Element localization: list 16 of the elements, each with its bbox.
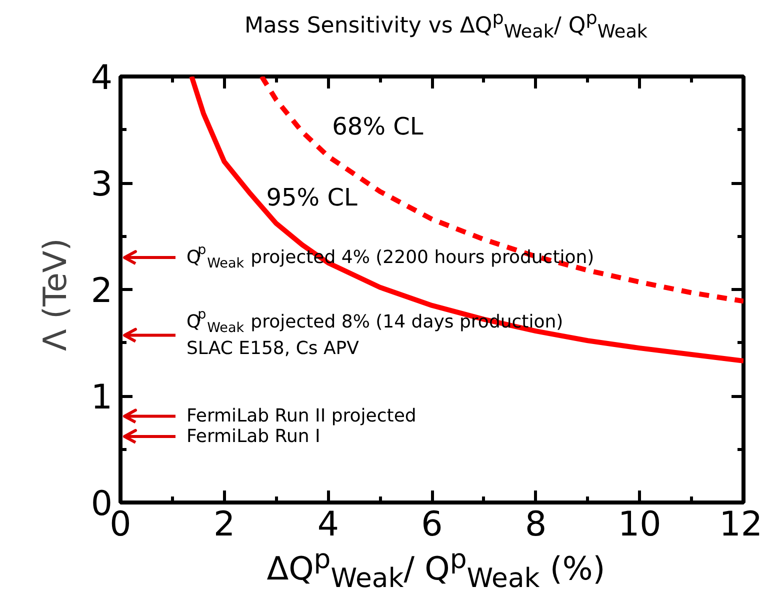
y-tick-label: 3 — [90, 164, 113, 204]
x-tick-label: 2 — [214, 504, 236, 544]
x-axis-title: ΔQ$^{p}$$_{Weak}$/ Q$^{p}$$_{Weak}$ (%) — [266, 544, 606, 594]
series-label: 95% CL — [266, 183, 358, 212]
x-tick-label: 8 — [525, 504, 547, 544]
y-tick-label: 2 — [90, 271, 113, 311]
y-tick-label: 4 — [90, 58, 113, 98]
x-tick-label: 12 — [719, 504, 762, 544]
y-axis-title: Λ (TeV) — [36, 238, 74, 351]
x-tick-label: 4 — [317, 504, 339, 544]
x-tick-label: 10 — [618, 504, 662, 544]
x-tick-label: 6 — [421, 504, 443, 544]
y-tick-label: 1 — [90, 378, 113, 418]
series-label: 68% CL — [332, 112, 424, 140]
ref-line-label: FermiLab Run II projected — [186, 406, 416, 427]
ref-line-label: FermiLab Run I — [186, 426, 320, 447]
